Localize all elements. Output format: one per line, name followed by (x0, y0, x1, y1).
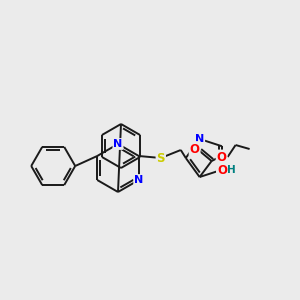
Text: N: N (195, 134, 204, 144)
Text: H: H (190, 142, 199, 152)
Text: O: O (217, 164, 227, 177)
Text: N: N (134, 175, 143, 185)
Text: N: N (113, 139, 123, 149)
Text: H: H (226, 165, 235, 175)
Text: O: O (190, 142, 200, 155)
Text: S: S (157, 152, 165, 164)
Text: N: N (217, 165, 226, 175)
Text: O: O (217, 151, 226, 164)
